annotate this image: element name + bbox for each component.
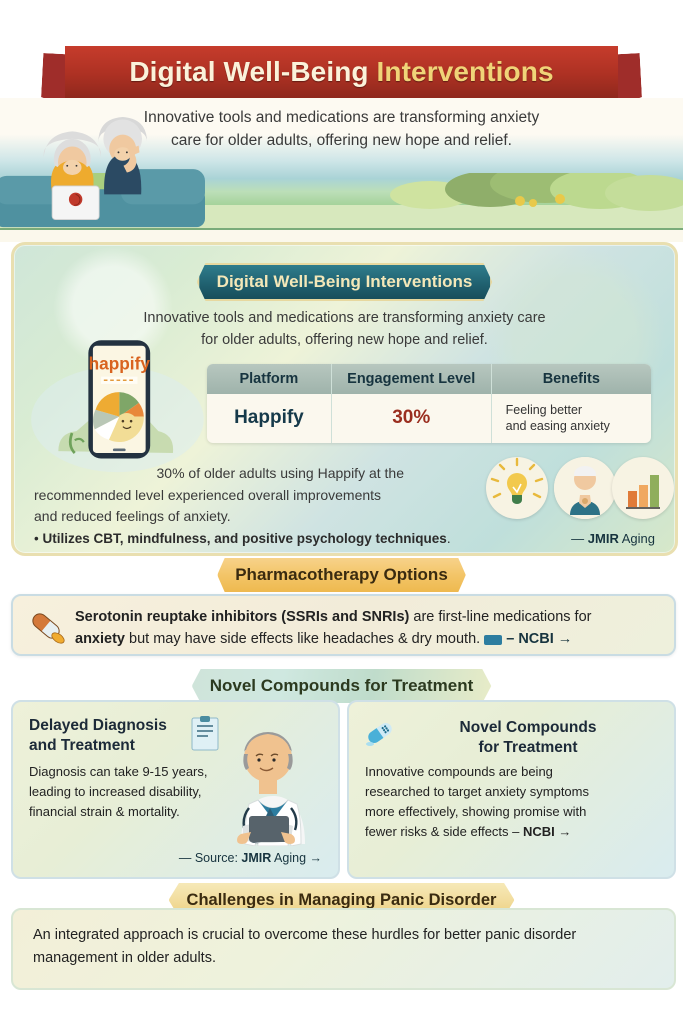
svg-text:happify: happify — [89, 353, 151, 373]
